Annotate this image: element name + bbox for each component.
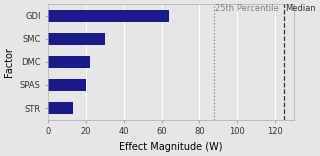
Bar: [48, 102, 73, 114]
X-axis label: Effect Magnitude (W): Effect Magnitude (W): [119, 142, 223, 152]
Bar: [48, 56, 90, 68]
Bar: [48, 79, 86, 91]
Text: 25th Percentile: 25th Percentile: [215, 4, 279, 13]
Text: Median: Median: [285, 4, 316, 13]
Bar: [48, 33, 105, 45]
Y-axis label: Factor: Factor: [4, 47, 14, 77]
Bar: [48, 10, 169, 22]
